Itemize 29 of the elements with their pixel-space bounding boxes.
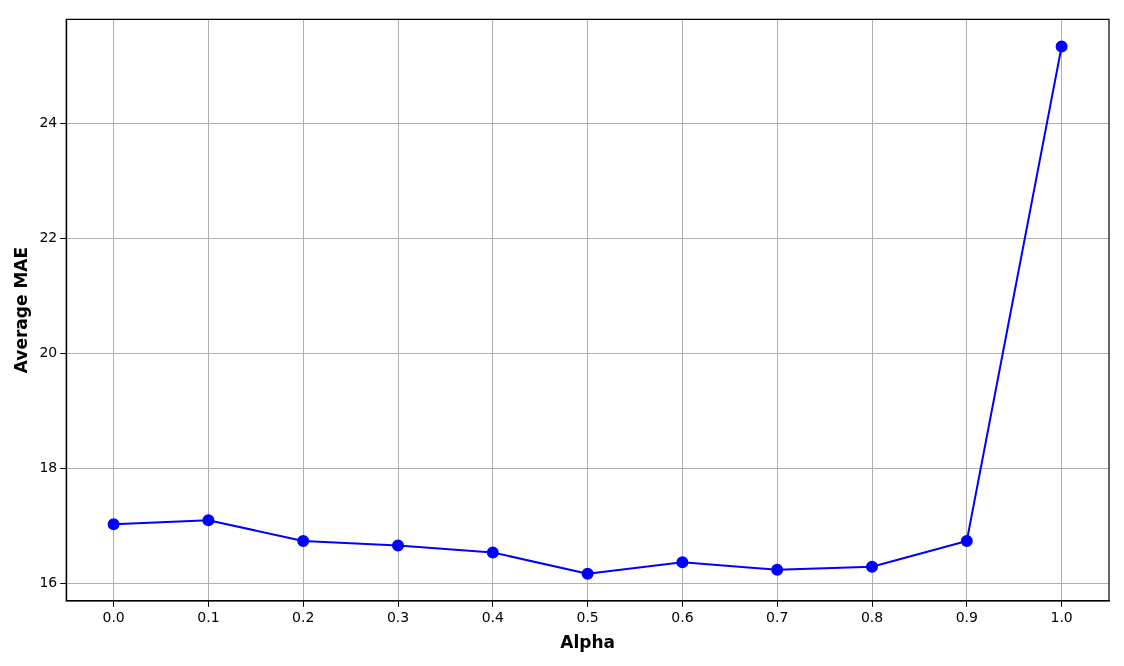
y-axis-title: Average MAE bbox=[10, 246, 31, 374]
point bbox=[581, 567, 594, 580]
x-tick-label: 0.5 bbox=[576, 608, 599, 625]
x-tick-label: 0.8 bbox=[860, 608, 884, 625]
point bbox=[676, 556, 689, 569]
point bbox=[297, 534, 310, 547]
point bbox=[866, 560, 878, 573]
x-tick-label: 0.3 bbox=[386, 608, 410, 625]
x-tick-label: 0.6 bbox=[671, 608, 694, 625]
y-tick-label: 20 bbox=[39, 343, 58, 360]
point bbox=[392, 539, 405, 552]
y-tick-label: 24 bbox=[39, 113, 58, 130]
y-tick-label: 22 bbox=[39, 228, 58, 245]
point bbox=[771, 563, 784, 576]
x-tick-label: 0.9 bbox=[955, 608, 978, 625]
x-tick-label: 0.0 bbox=[102, 608, 125, 625]
x-tick-label: 0.1 bbox=[197, 608, 220, 625]
x-tick-label: 0.4 bbox=[481, 608, 505, 625]
x-tick-label: 1.0 bbox=[1050, 608, 1073, 625]
point bbox=[960, 534, 973, 547]
x-tick-label: 0.7 bbox=[766, 608, 789, 625]
x-axis-title: Alpha bbox=[560, 632, 615, 653]
point bbox=[202, 514, 215, 527]
point bbox=[1055, 40, 1068, 53]
point bbox=[486, 546, 499, 559]
x-tick-label: 0.2 bbox=[292, 608, 315, 625]
point bbox=[107, 518, 120, 531]
y-tick-label: 16 bbox=[39, 574, 58, 591]
y-tick-label: 18 bbox=[39, 459, 58, 476]
